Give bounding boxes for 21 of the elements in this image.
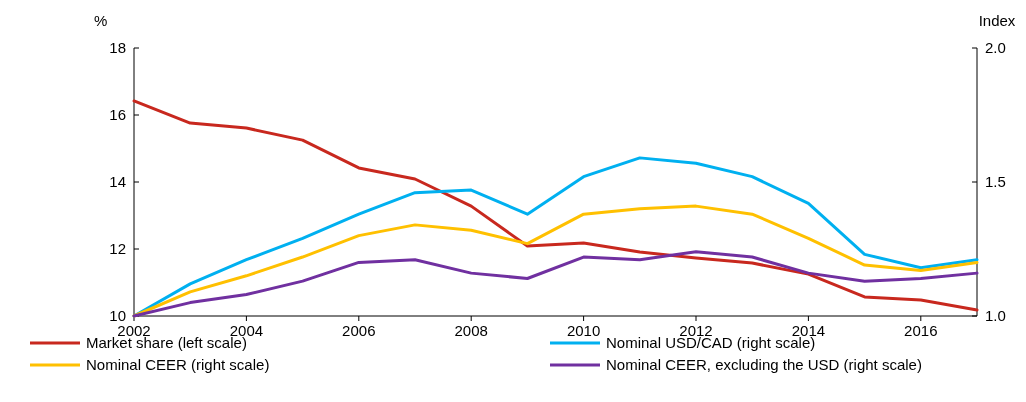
x-tick-label: 2006	[342, 322, 376, 339]
y-tick-label: 14	[109, 173, 126, 191]
y2-tick-label: 1.5	[985, 173, 1006, 191]
y-axis-title: %	[94, 12, 108, 29]
x-tick-label: 2002	[117, 322, 151, 339]
x-tick-label: 2016	[904, 322, 938, 339]
line-series	[132, 99, 979, 312]
x-tick-label: 2010	[566, 322, 601, 339]
legend-label: Nominal CEER (right scale)	[86, 356, 270, 374]
y-tick-label: 16	[109, 106, 126, 124]
y-tick-label: 12	[109, 240, 126, 258]
y2-tick-label: 2.0	[985, 39, 1006, 57]
y2-tick-label: 1.0	[985, 307, 1006, 325]
y2-axis-title: Index	[978, 12, 1016, 29]
x-tick-label: 2012	[679, 322, 713, 339]
x-tick-label: 2008	[454, 322, 488, 339]
legend-label: Nominal CEER, excluding the USD (right scale)	[606, 356, 922, 374]
y-tick-label: 10	[109, 307, 126, 325]
x-tick-label: 2004	[229, 322, 264, 339]
y-tick-label: 18	[109, 39, 126, 57]
x-tick-label: 2014	[791, 322, 826, 339]
